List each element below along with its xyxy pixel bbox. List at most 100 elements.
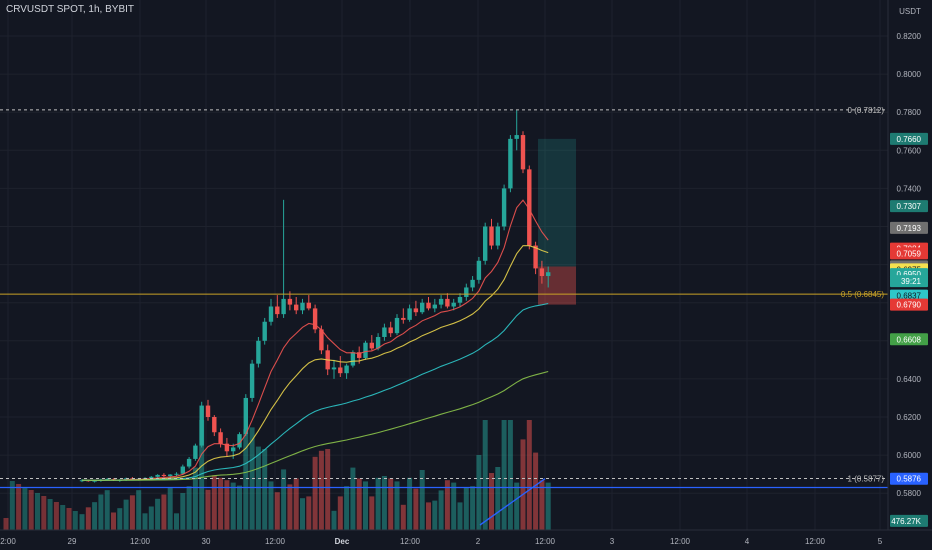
volume-bar [438,490,444,530]
y-tick-label: 0.7600 [897,146,922,155]
volume-bar [463,488,469,530]
ema-mid-line [81,245,549,481]
volume-bar [155,498,161,530]
candle-body [92,480,97,482]
volume-bar [211,475,217,530]
x-tick-label: 12:00 [535,537,556,546]
volume-bar [104,490,110,530]
fib-level-label: 0.5 (0.6845) [841,290,884,299]
volume-bar [287,484,293,530]
ema-fast-line [81,199,549,481]
candle-body [256,340,261,364]
volume-bar [507,420,513,530]
candle-body [231,447,236,452]
candle-body [186,458,192,467]
volume-bar [489,473,494,530]
candle-body [224,443,230,452]
price-tag-label: 0.6950 [897,270,922,279]
volume-bar [432,500,438,530]
candle-body [338,367,343,374]
volume-bar [167,487,173,530]
candle-body [539,268,545,277]
price-tag-label: 0.6608 [897,335,922,344]
candle-body [237,434,242,448]
volume-bar [22,487,28,530]
y-tick-label: 0.7800 [897,108,922,117]
x-tick-label: 5 [878,537,883,546]
volume-bar [356,478,362,530]
trend-line [479,478,546,526]
x-tick-label: 2:00 [0,537,16,546]
volume-bar [394,481,400,530]
x-tick-label: Dec [335,537,350,546]
y-tick-label: 0.7400 [897,184,922,193]
candle-body [275,306,280,315]
x-tick-label: 12:00 [670,537,691,546]
candle-body [470,279,475,288]
volume-bar [111,512,116,530]
price-tag-label: 0.7660 [897,135,922,144]
position-target-zone [538,138,576,267]
price-tag [890,298,928,311]
volume-bar [281,469,287,530]
volume-bar [230,482,236,530]
volume-bar [243,429,249,530]
volume-bar [41,496,47,530]
candle-body [357,352,362,358]
candle-body [520,135,526,170]
candle-body [489,226,494,246]
x-tick-label: 12:00 [130,537,151,546]
volume-bar [514,482,520,530]
candle-body [319,329,324,351]
volume-bar [451,482,457,530]
candle-body [155,474,160,477]
volume-bar [123,499,129,530]
price-tag-label: 0.6790 [897,301,922,310]
candle-body [193,445,198,459]
price-tag-label: 0.7193 [897,224,922,233]
volume-bar [363,481,368,530]
y-tick-label: 0.5800 [897,489,922,498]
volume-bar [186,486,192,530]
x-tick-label: 3 [610,537,615,546]
price-tag [890,333,928,346]
volume-bar [369,496,375,530]
candle-body [287,298,293,305]
candle-body [363,342,368,358]
x-tick-label: 12:00 [805,537,826,546]
candle-body [382,327,387,337]
volume-bar [539,480,545,530]
candle-body [268,306,274,322]
volume-bar [117,508,123,530]
price-tag-label: 0.6837 [897,292,922,301]
candle-body [483,226,488,261]
candle-body [394,317,400,334]
volume-bar [47,499,53,530]
volume-bar [262,449,268,530]
candle-body [445,298,450,307]
volume-bar [9,481,15,530]
candle-body [451,302,456,307]
candle-body [294,304,299,311]
candle-body [300,302,305,311]
x-tick-label: 12:00 [265,537,286,546]
volume-bar [16,484,22,530]
volume-bar [444,480,450,530]
volume-bar [482,420,488,530]
x-tick-label: 29 [68,537,77,546]
x-tick-label: 12:00 [400,537,421,546]
price-tag [890,472,928,485]
y-tick-label: 0.6200 [897,413,922,422]
price-tag [890,221,928,234]
price-tag-label: 0.7307 [897,202,922,211]
volume-bar [224,480,230,530]
x-tick-label: 2 [476,537,481,546]
volume-bar [79,514,85,530]
volume-bar [457,502,463,530]
candle-body [426,302,431,309]
volume-bar [3,518,9,530]
candle-body [180,466,185,474]
price-tag [890,132,928,145]
